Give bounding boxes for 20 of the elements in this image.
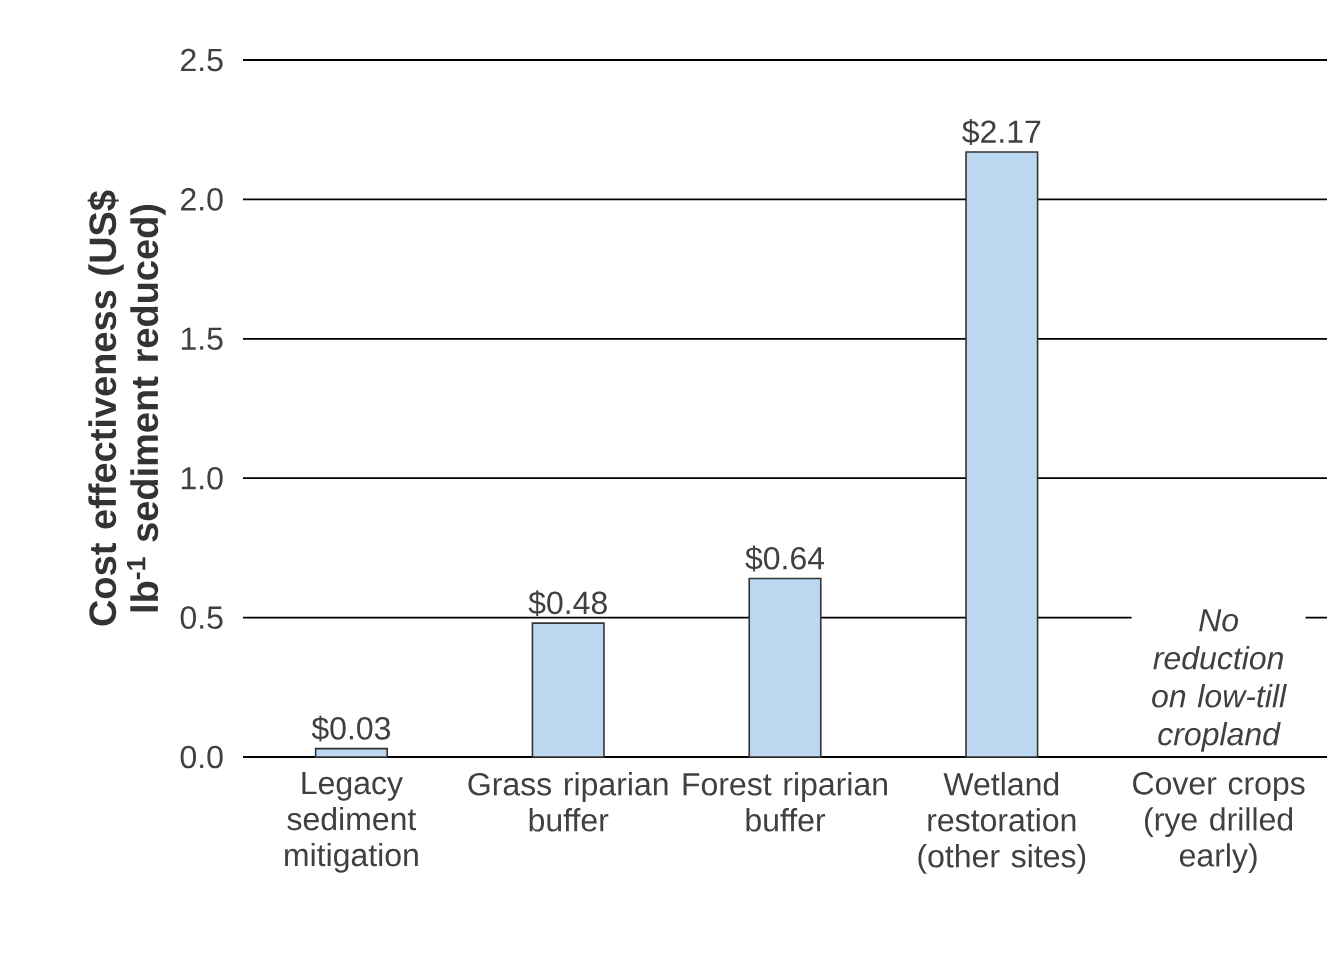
x-tick-label: Cover crops (rye drilled early) (1133, 772, 1305, 874)
y-tick-label: 0.5 (180, 606, 223, 629)
data-label: $2.17 (962, 119, 1041, 145)
x-tick-label: Legacy sediment mitigation (285, 772, 418, 873)
bar (965, 151, 1039, 758)
data-label: $0.03 (311, 715, 391, 742)
data-label: $0.64 (745, 545, 825, 572)
x-tick-label: Forest riparian buffer (683, 772, 887, 832)
y-tick-label: 2.0 (181, 188, 223, 211)
data-label: $0.48 (528, 590, 607, 617)
x-tick-label: Wetland restoration (other sites) (918, 772, 1086, 874)
y-tick-label: 2.5 (181, 48, 223, 72)
y-tick-label: 1.5 (181, 327, 223, 350)
bar (748, 577, 822, 758)
y-tick-label: 0.0 (180, 745, 223, 769)
y-tick-label: 1.0 (181, 466, 223, 490)
annotation: No reduction on low-till cropland (1152, 609, 1287, 752)
bar (314, 747, 388, 758)
bar (531, 622, 605, 758)
x-tick-label: Grass riparian buffer (468, 772, 668, 832)
